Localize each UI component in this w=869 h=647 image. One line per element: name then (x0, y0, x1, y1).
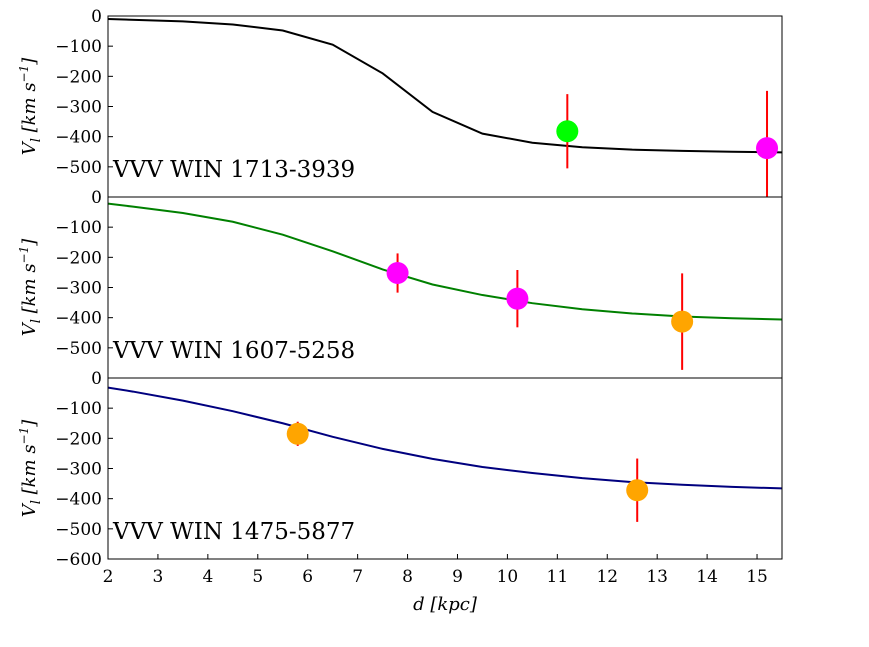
data-point (506, 287, 529, 310)
y-tick-label: −300 (55, 98, 102, 118)
x-tick-label: 14 (696, 567, 718, 587)
x-tick-label: 11 (547, 567, 569, 587)
x-axis-ticks: 2 3 4 5 6 7 8 9 10 11 12 13 14 15 (103, 554, 768, 587)
panel-3-y-axis-label: Vl [km s−1] (17, 419, 44, 518)
x-tick-label: 2 (103, 567, 114, 587)
y-tick-label: 0 (91, 7, 102, 27)
y-tick-label: −200 (55, 248, 102, 268)
panel-3-y-ticks: 0 −100 −200 −300 −400 −500 −600 (55, 369, 113, 570)
x-tick-label: 3 (153, 567, 164, 587)
data-point (286, 422, 309, 445)
panel-2-y-axis-label: Vl [km s−1] (17, 238, 44, 337)
y-tick-label: −400 (55, 128, 102, 148)
data-point (671, 310, 694, 333)
y-tick-label: −400 (55, 309, 102, 329)
y-tick-label: −200 (55, 67, 102, 87)
panel-3-data-points (286, 421, 649, 522)
data-point (626, 479, 649, 502)
x-tick-label: 13 (646, 567, 668, 587)
x-tick-label: 4 (202, 567, 213, 587)
panel-1-model-line (108, 18, 782, 154)
x-tick-label: 15 (746, 567, 768, 587)
y-tick-label: −200 (55, 429, 102, 449)
panel-2-y-ticks: 0 −100 −200 −300 −400 −500 (55, 188, 113, 359)
y-tick-label: −100 (55, 218, 102, 238)
panel-2: 0−100−200−300−400−500 VVV WIN 1607-5258 … (17, 188, 783, 379)
x-tick-label: 7 (352, 567, 363, 587)
y-tick-label: −500 (55, 339, 102, 359)
y-tick-label: −500 (55, 158, 102, 178)
y-tick-label: −400 (55, 490, 102, 510)
panel-1-data-points (556, 90, 779, 197)
panel-2-model-line (108, 202, 782, 321)
data-point (756, 137, 779, 160)
panel-2-plot-area (108, 202, 782, 370)
panel-1: 0−100−200−300−400−500 VVV WIN 1713-3939 … (17, 7, 783, 198)
y-tick-label: 0 (91, 369, 102, 389)
panel-3-plot-area (108, 386, 782, 522)
y-tick-label: −100 (55, 37, 102, 57)
panel-3-model-line (108, 386, 782, 490)
panel-1-y-ticks: 0 −100 −200 −300 −400 −500 (55, 7, 113, 178)
panel-3: 0 −100 −200 −300 −400 −500 −600 2 3 4 5 6 7 8 9 10 11 12… (17, 369, 783, 615)
y-tick-label: −300 (55, 279, 102, 299)
x-tick-label: 6 (302, 567, 313, 587)
panel-1-plot-area (108, 18, 782, 197)
y-tick-label: 0 (91, 188, 102, 208)
y-tick-label: −600 (55, 550, 102, 570)
y-tick-label: −100 (55, 399, 102, 419)
x-tick-label: 12 (596, 567, 618, 587)
panel-2-label: VVV WIN 1607-5258 (112, 338, 355, 364)
data-point (386, 262, 409, 285)
panel-3-label: VVV WIN 1475-5877 (112, 519, 355, 545)
x-tick-label: 10 (497, 567, 519, 587)
panel-1-label: VVV WIN 1713-3939 (112, 157, 355, 183)
x-tick-label: 5 (252, 567, 263, 587)
x-tick-label: 8 (402, 567, 413, 587)
y-tick-label: −300 (55, 460, 102, 480)
x-tick-label: 9 (452, 567, 463, 587)
panel-1-y-axis-label: Vl [km s−1] (17, 57, 44, 156)
panel-2-data-points (386, 253, 694, 370)
x-axis-label: d [kpc] (413, 594, 478, 615)
y-tick-label: −500 (55, 520, 102, 540)
data-point (556, 120, 579, 143)
